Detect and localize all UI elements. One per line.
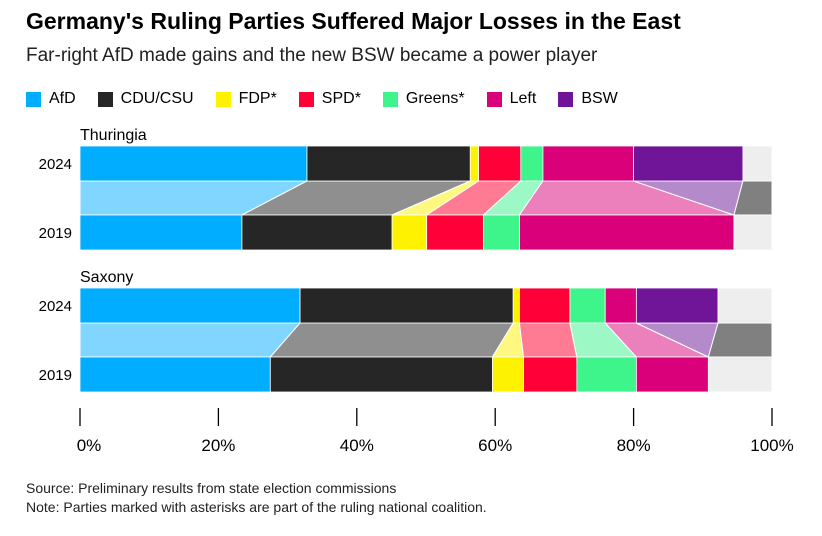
transition-band xyxy=(79,322,302,358)
bar-segment xyxy=(299,287,514,324)
chart: Thuringia 2024 2019 Saxony 2024 2019 0% 20% 40% 6… xyxy=(39,127,794,455)
legend-label: Greens* xyxy=(405,90,465,107)
legend-swatch xyxy=(298,91,314,107)
bar-segment xyxy=(523,356,578,393)
bar-segment xyxy=(519,287,571,324)
legend-item: BSW xyxy=(558,90,618,108)
legend-item: AfD xyxy=(26,90,76,108)
bar-segment xyxy=(604,287,637,324)
group-label: Saxony xyxy=(80,269,133,286)
x-tick-label: 20% xyxy=(201,436,235,455)
x-tick-label: 0% xyxy=(77,436,102,455)
transition-band xyxy=(269,322,515,358)
bar-segment-other xyxy=(717,287,773,324)
bar-segment xyxy=(426,214,484,251)
bar-segment xyxy=(269,356,493,393)
legend-item: SPD* xyxy=(298,90,361,108)
year-label: 2024 xyxy=(39,156,72,173)
bar-segment xyxy=(79,287,301,324)
legend-item: Greens* xyxy=(382,90,465,108)
legend-swatch xyxy=(558,91,574,107)
x-tick-label: 60% xyxy=(478,436,512,455)
bar-segment xyxy=(512,287,520,324)
bar-segment xyxy=(542,145,634,182)
x-tick-label: 80% xyxy=(617,436,651,455)
chart-title: Germany's Ruling Parties Suffered Major … xyxy=(26,8,681,34)
legend: AfD CDU/CSU FDP* SPD* Greens* Left BSW xyxy=(26,90,640,108)
source-note: Source: Preliminary results from state e… xyxy=(26,480,397,496)
bar-segment xyxy=(492,356,524,393)
bar-segment xyxy=(483,214,520,251)
transition-band-other xyxy=(707,322,773,358)
bar-segment xyxy=(391,214,428,251)
transition-band xyxy=(518,322,578,358)
bar-segment xyxy=(519,214,735,251)
bar-segment xyxy=(478,145,522,182)
bar-segment xyxy=(635,287,719,324)
group-label: Thuringia xyxy=(80,127,147,144)
legend-swatch xyxy=(26,91,41,107)
bar-segment xyxy=(635,356,709,393)
bar-segment xyxy=(241,214,393,251)
legend-label: CDU/CSU xyxy=(120,90,194,107)
chart-subtitle: Far-right AfD made gains and the new BSW… xyxy=(26,45,598,66)
year-label: 2024 xyxy=(39,298,72,315)
x-tick-label: 40% xyxy=(340,436,374,455)
bar-segment-other xyxy=(707,356,773,393)
legend-item: FDP* xyxy=(215,90,277,108)
bar-segment-other xyxy=(733,214,773,251)
legend-item: Left xyxy=(486,90,537,108)
legend-label: Left xyxy=(509,90,537,107)
x-tick-label: 100% xyxy=(750,436,793,455)
legend-swatch xyxy=(486,91,502,107)
bar-segment-other xyxy=(742,145,773,182)
bar-segment xyxy=(576,356,637,393)
bar-segment xyxy=(79,145,308,182)
legend-label: SPD* xyxy=(321,90,361,107)
bar-segment xyxy=(633,145,744,182)
bar-segment xyxy=(79,214,243,251)
legend-item: CDU/CSU xyxy=(97,90,194,108)
bar-segment xyxy=(569,287,606,324)
legend-swatch xyxy=(97,91,113,107)
legend-swatch xyxy=(215,91,231,107)
bar-segment xyxy=(306,145,471,182)
bar-segment xyxy=(79,356,271,393)
legend-label: AfD xyxy=(49,90,76,107)
bar-segment xyxy=(469,145,479,182)
footnote: Note: Parties marked with asterisks are … xyxy=(26,499,487,515)
legend-swatch xyxy=(382,91,398,107)
legend-label: FDP* xyxy=(238,90,277,107)
legend-label: BSW xyxy=(581,90,618,107)
year-label: 2019 xyxy=(39,225,72,242)
year-label: 2019 xyxy=(39,367,72,384)
bar-segment xyxy=(520,145,544,182)
